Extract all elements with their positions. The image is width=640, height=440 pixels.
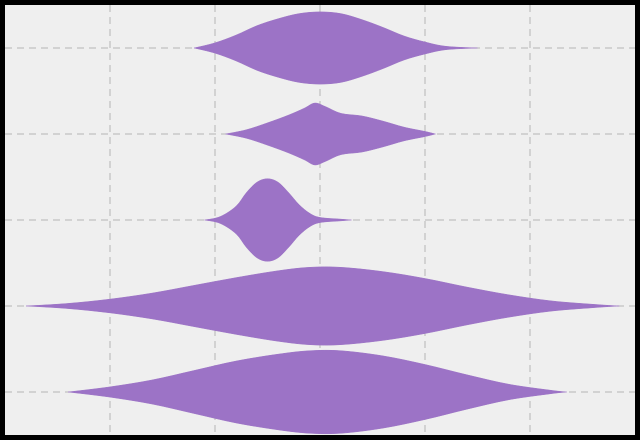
violin-1 [67,349,567,435]
violin-4 [225,102,436,166]
violin-5 [193,11,478,85]
violin-series [25,11,620,435]
violin-2 [25,266,620,346]
violin-3 [204,178,352,262]
